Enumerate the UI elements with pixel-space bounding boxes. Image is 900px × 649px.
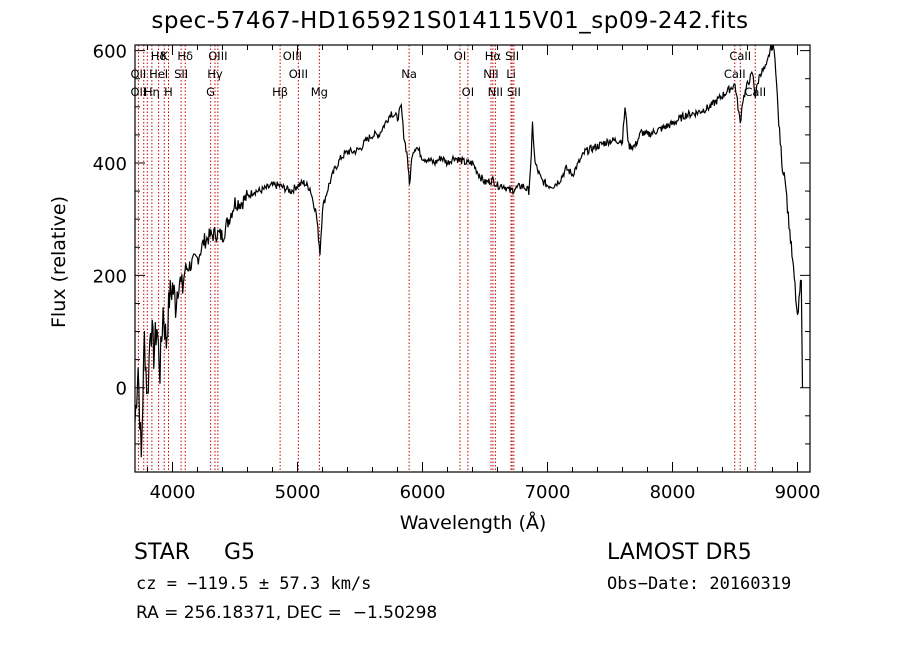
- spectral-line-label: Hδ: [177, 49, 193, 63]
- ra-dec-coordinates: RA = 256.18371, DEC = −1.50298: [136, 603, 438, 623]
- x-tick-label: 9000: [775, 482, 821, 503]
- x-axis-label: Wavelength (Å): [399, 512, 547, 534]
- axis-ticks: 4000 5000 6000 7000 8000 9000 0 200 400 600: [93, 42, 821, 503]
- y-tick-label: 600: [93, 42, 127, 63]
- x-tick-label: 6000: [400, 482, 446, 503]
- spectral-line-label: SII: [505, 49, 519, 63]
- spectral-line-label: OI: [454, 49, 466, 63]
- spectral-line-label: OIII: [289, 67, 308, 81]
- spectral-line-label: NII: [483, 67, 498, 81]
- spectral-line-label: CaII: [744, 85, 766, 99]
- chart-title: spec-57467-HD165921S014115V01_sp09-242.f…: [151, 8, 749, 34]
- spectral-line-label: Hδ: [151, 49, 167, 63]
- spectral-line-label: Hβ: [272, 85, 288, 99]
- spectral-line-label: K: [160, 49, 168, 63]
- y-tick-label: 0: [116, 379, 127, 400]
- spectral-line-label: OIII: [208, 49, 227, 63]
- redshift-cz: cz = −119.5 ± 57.3 km/s: [136, 574, 372, 594]
- x-tick-label: 8000: [650, 482, 696, 503]
- spectral-line-label: Mg: [311, 85, 328, 99]
- spectral-line-label: Na: [401, 67, 417, 81]
- x-tick-label: 5000: [275, 482, 321, 503]
- spectral-line-label: G: [206, 85, 215, 99]
- spectral-line-label: HeI: [149, 67, 168, 81]
- spectral-line-label: CaII: [724, 67, 746, 81]
- spectral-line-label: Hα: [485, 49, 502, 63]
- spectral-line-label: H: [164, 85, 173, 99]
- survey-name: LAMOST DR5: [607, 540, 752, 565]
- object-class: STAR: [134, 540, 191, 565]
- spectral-line-label: OIII: [283, 49, 302, 63]
- spectral-line-label: Hγ: [207, 67, 223, 81]
- spectral-line-label: Li: [506, 67, 516, 81]
- spectral-line-label: OI: [462, 85, 474, 99]
- y-tick-label: 200: [93, 266, 127, 287]
- obs-date: Obs−Date: 20160319: [607, 574, 792, 594]
- y-tick-label: 400: [93, 154, 127, 175]
- spectral-line-label: Hη: [144, 85, 160, 99]
- x-tick-label: 4000: [150, 482, 196, 503]
- spectral-line-label: SII: [507, 85, 521, 99]
- spectral-line-label: SII: [174, 67, 188, 81]
- spectral-line-label: CaII: [729, 49, 751, 63]
- spectral-line-label: NII: [488, 85, 503, 99]
- x-tick-label: 7000: [525, 482, 571, 503]
- object-subclass: G5: [224, 540, 256, 565]
- spectral-line-markers: [137, 45, 756, 472]
- y-axis-label: Flux (relative): [48, 195, 70, 329]
- spectrum-series-line: [134, 44, 804, 458]
